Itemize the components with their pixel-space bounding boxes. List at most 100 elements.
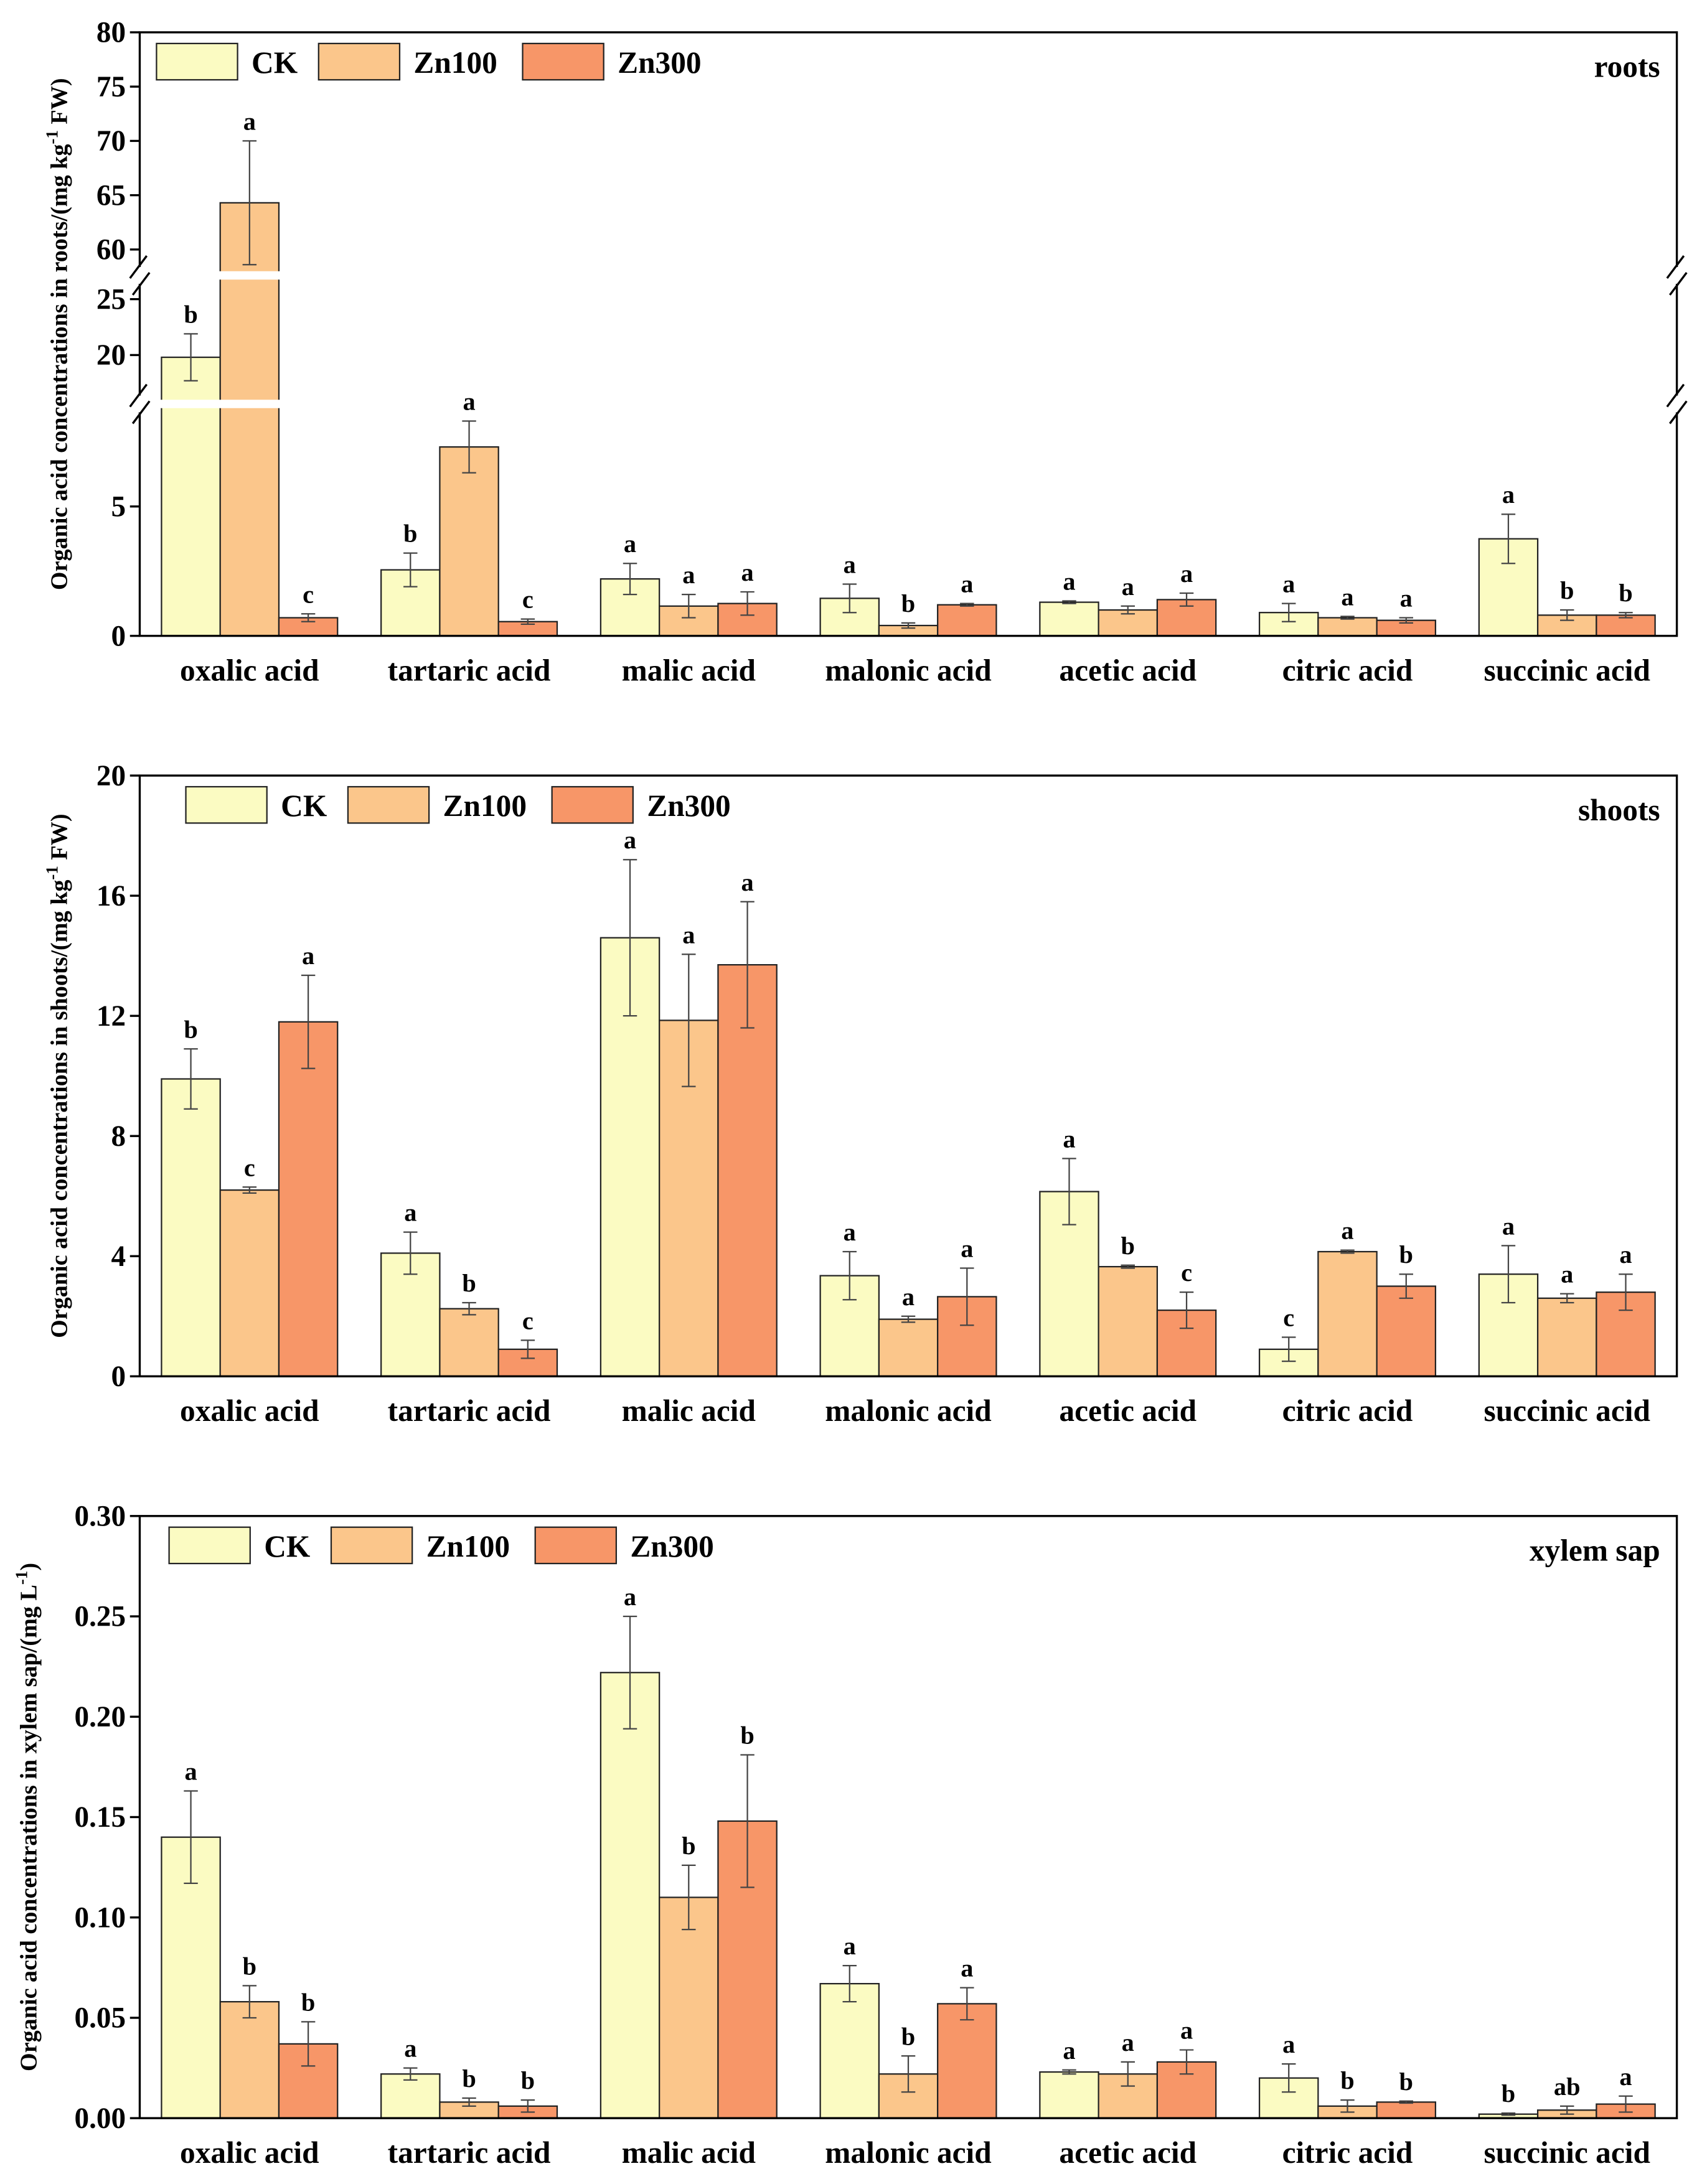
significance-letter: a (1341, 583, 1353, 611)
significance-letter: b (521, 2066, 535, 2094)
x-tick-label: oxalic acid (180, 2135, 319, 2170)
bar (819, 1983, 880, 2119)
axis-break-gap (1671, 395, 1683, 413)
error-bar (1121, 2061, 1135, 2087)
legend-label: Zn100 (413, 45, 497, 80)
axis-break-gap (134, 267, 146, 284)
y-tick-label: 70 (96, 125, 126, 157)
legend-label: Zn300 (630, 1529, 713, 1563)
error-bar (1062, 1158, 1076, 1226)
y-tick-label: 65 (96, 179, 126, 212)
error-bar (740, 1754, 755, 1888)
y-tick-label: 8 (111, 1120, 126, 1153)
error-bar (1501, 2112, 1516, 2116)
significance-letter: a (404, 2035, 416, 2063)
panel-label: xylem sap (1530, 1534, 1660, 1568)
error-bar (403, 552, 418, 588)
bar (1596, 614, 1656, 637)
significance-letter: a (184, 1758, 197, 1786)
error-bar (960, 602, 974, 607)
x-tick-label: tartaric acid (388, 653, 551, 687)
x-tick-label: malic acid (622, 2135, 756, 2170)
significance-letter: a (1282, 570, 1295, 598)
x-tick-label: tartaric acid (388, 2135, 551, 2170)
axis-break-mark (1666, 383, 1688, 424)
error-bar (1399, 1273, 1414, 1299)
x-tick-label: succinic acid (1484, 2135, 1650, 2170)
legend-label: CK (252, 45, 298, 80)
significance-letter: a (844, 551, 856, 579)
y-axis-title-part: -1 (43, 130, 62, 144)
y-axis-title-part: -1 (12, 1571, 31, 1585)
significance-letter: a (624, 826, 636, 854)
error-bar (403, 2067, 418, 2081)
error-bar (184, 1790, 198, 1885)
error-bar (462, 2097, 476, 2107)
error-bar (1121, 605, 1135, 615)
axis-break-gap (141, 271, 1676, 280)
error-bar (184, 1048, 198, 1110)
significance-letter: a (844, 1218, 856, 1246)
legend-swatch (156, 42, 238, 81)
significance-letter: a (1502, 1212, 1515, 1240)
legend-swatch (168, 1526, 251, 1565)
bar (1039, 2071, 1099, 2119)
significance-letter: a (302, 942, 314, 970)
significance-letter: a (741, 558, 753, 586)
axis-break-gap (134, 395, 146, 413)
y-tick-label: 75 (96, 71, 126, 103)
significance-letter: b (1560, 576, 1574, 604)
x-tick-label: tartaric acid (388, 1394, 551, 1428)
significance-letter: b (184, 300, 197, 328)
bar (1039, 601, 1099, 637)
bar (1317, 1250, 1378, 1377)
error-bar (960, 1267, 974, 1326)
legend-label: Zn300 (618, 45, 701, 80)
panel-label: shoots (1578, 793, 1660, 827)
y-tick-label: 0.15 (75, 1801, 126, 1834)
y-tick-label: 80 (96, 17, 126, 49)
significance-letter: a (741, 868, 753, 896)
legend-label: Zn300 (647, 789, 730, 823)
significance-letter: c (1283, 1304, 1294, 1332)
significance-letter: a (1122, 573, 1134, 601)
error-bar (1619, 612, 1633, 619)
y-tick-label: 20 (96, 760, 126, 792)
error-bar (184, 333, 198, 382)
bar (219, 2001, 280, 2119)
error-bar (842, 1964, 857, 2003)
error-bar (1399, 617, 1414, 624)
significance-letter: a (961, 1954, 973, 1982)
significance-letter: a (1122, 2028, 1134, 2056)
legend-swatch (330, 1526, 413, 1565)
error-bar (520, 618, 535, 626)
y-axis-title: Organic acid concentrations in xylem sap… (12, 1563, 42, 2071)
bar (278, 1021, 339, 1377)
significance-letter: b (1399, 2068, 1413, 2096)
error-bar (1179, 1291, 1194, 1329)
legend-swatch (185, 785, 268, 824)
error-bar (1340, 1249, 1355, 1254)
significance-letter: b (1619, 579, 1632, 607)
y-tick-label: 0 (111, 620, 126, 652)
error-bar (682, 954, 696, 1087)
error-bar (623, 859, 637, 1017)
error-bar (740, 901, 755, 1029)
significance-letter: a (404, 1199, 416, 1227)
error-bar (901, 622, 916, 629)
bar (1098, 1266, 1159, 1377)
x-tick-label: oxalic acid (180, 1394, 319, 1428)
bar (219, 202, 280, 637)
x-tick-label: acetic acid (1059, 2135, 1197, 2170)
x-tick-label: malic acid (622, 653, 756, 687)
legend-label: CK (264, 1529, 311, 1563)
error-bar (1062, 2069, 1076, 2075)
error-bar (1281, 1336, 1296, 1362)
bar (1376, 2101, 1437, 2119)
significance-letter: a (1400, 584, 1413, 612)
error-bar (623, 1615, 637, 1730)
error-bar (1340, 2099, 1355, 2113)
significance-letter: a (1282, 2030, 1295, 2058)
bar (161, 356, 221, 637)
significance-letter: c (244, 1153, 255, 1181)
